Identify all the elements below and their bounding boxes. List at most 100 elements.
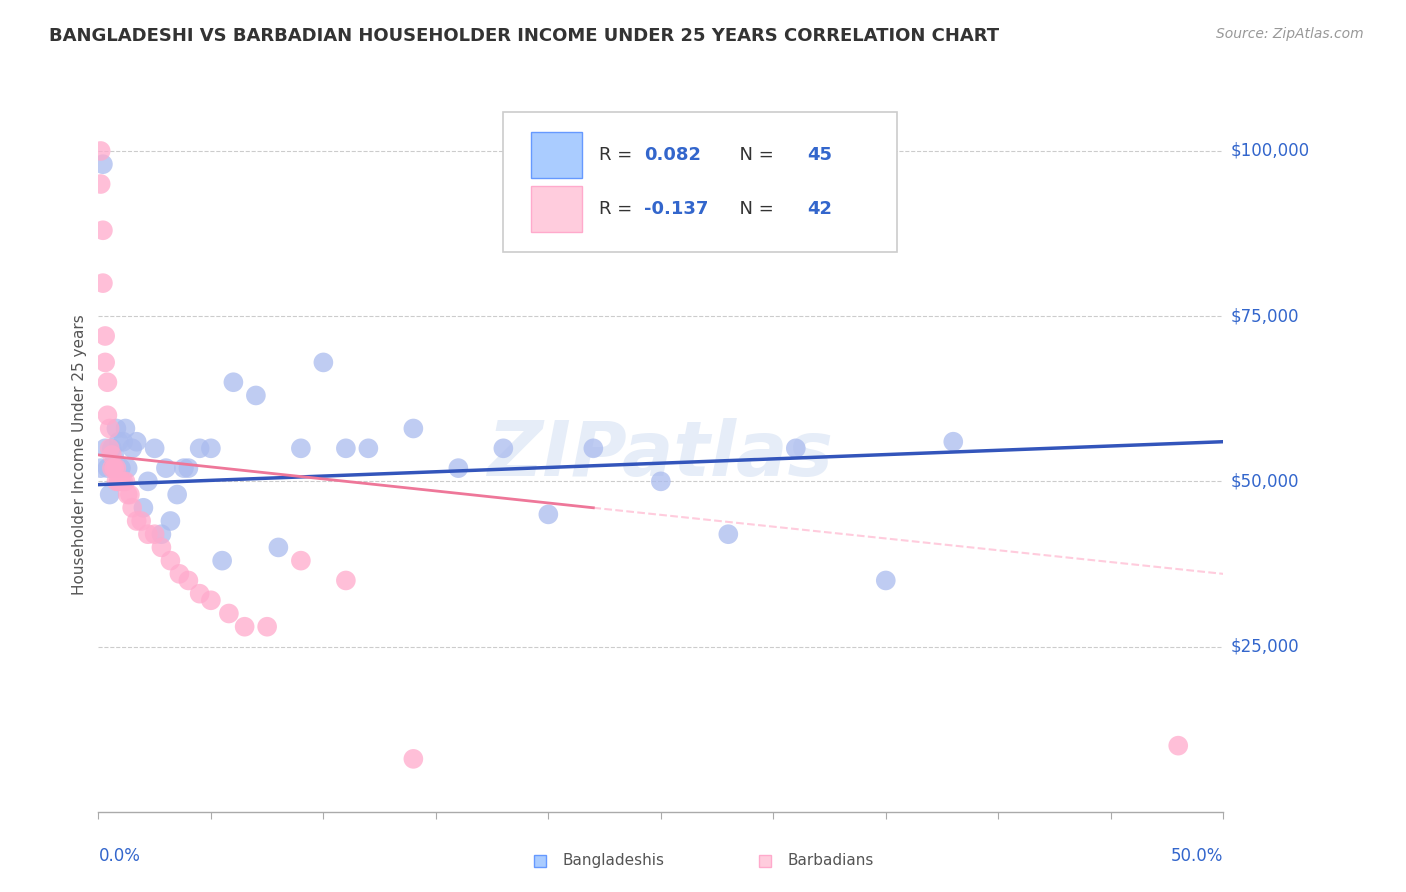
Point xyxy=(717,527,740,541)
Point xyxy=(129,514,152,528)
Point xyxy=(256,620,278,634)
Point xyxy=(875,574,897,588)
Point xyxy=(447,461,470,475)
Point xyxy=(91,157,114,171)
Point xyxy=(103,461,125,475)
Point xyxy=(177,461,200,475)
Point xyxy=(402,752,425,766)
Point xyxy=(117,461,139,475)
Point xyxy=(107,475,129,489)
Point xyxy=(143,442,166,456)
Point xyxy=(159,554,181,568)
Text: $75,000: $75,000 xyxy=(1230,307,1299,326)
Text: N =: N = xyxy=(728,146,780,164)
Point xyxy=(91,223,114,237)
Point xyxy=(114,421,136,435)
Point xyxy=(118,487,141,501)
Point xyxy=(91,276,114,290)
Point xyxy=(245,388,267,402)
Point xyxy=(582,442,605,456)
Text: 0.082: 0.082 xyxy=(644,146,702,164)
Point xyxy=(942,434,965,449)
Text: R =: R = xyxy=(599,146,638,164)
Point xyxy=(357,442,380,456)
Point xyxy=(159,514,181,528)
Point xyxy=(121,500,143,515)
Text: ZIPatlas: ZIPatlas xyxy=(488,418,834,491)
Point xyxy=(114,475,136,489)
Point xyxy=(107,434,129,449)
Point xyxy=(90,177,112,191)
Point xyxy=(136,527,159,541)
Text: 50.0%: 50.0% xyxy=(1171,847,1223,865)
Text: $25,000: $25,000 xyxy=(1230,638,1299,656)
Point xyxy=(117,487,139,501)
Text: BANGLADESHI VS BARBADIAN HOUSEHOLDER INCOME UNDER 25 YEARS CORRELATION CHART: BANGLADESHI VS BARBADIAN HOUSEHOLDER INC… xyxy=(49,27,1000,45)
Point xyxy=(218,607,240,621)
Point xyxy=(650,475,672,489)
Point xyxy=(121,442,143,456)
Text: N =: N = xyxy=(728,200,780,218)
Point xyxy=(110,461,132,475)
Point xyxy=(290,554,312,568)
Text: Bangladeshis: Bangladeshis xyxy=(562,854,665,868)
Point xyxy=(335,442,357,456)
Point xyxy=(103,448,125,462)
Point xyxy=(173,461,195,475)
Point xyxy=(188,442,211,456)
Point xyxy=(785,442,807,456)
Point xyxy=(290,442,312,456)
Text: R =: R = xyxy=(599,200,638,218)
Point xyxy=(94,355,117,369)
Point xyxy=(177,574,200,588)
Point xyxy=(267,541,290,555)
Point xyxy=(90,461,112,475)
Text: 42: 42 xyxy=(807,200,832,218)
Point xyxy=(125,434,148,449)
Point xyxy=(107,475,129,489)
Point xyxy=(169,566,191,581)
Point xyxy=(166,487,188,501)
Point xyxy=(125,514,148,528)
Point xyxy=(136,475,159,489)
Point xyxy=(1167,739,1189,753)
Point xyxy=(200,593,222,607)
Point xyxy=(222,376,245,390)
Point xyxy=(103,461,125,475)
Point xyxy=(94,329,117,343)
Point xyxy=(105,475,128,489)
Text: 0.0%: 0.0% xyxy=(98,847,141,865)
Point xyxy=(101,442,124,456)
Point xyxy=(150,541,173,555)
Text: Barbadians: Barbadians xyxy=(787,854,873,868)
FancyBboxPatch shape xyxy=(531,132,582,178)
Point xyxy=(96,376,118,390)
Point xyxy=(101,448,124,462)
Text: $50,000: $50,000 xyxy=(1230,473,1299,491)
Y-axis label: Householder Income Under 25 years: Householder Income Under 25 years xyxy=(72,315,87,595)
Point xyxy=(537,508,560,522)
Point xyxy=(96,409,118,423)
Point xyxy=(98,421,121,435)
Point xyxy=(211,554,233,568)
Point xyxy=(112,475,135,489)
Point xyxy=(155,461,177,475)
Point xyxy=(112,434,135,449)
Point xyxy=(492,442,515,456)
Text: $100,000: $100,000 xyxy=(1230,142,1309,160)
Point xyxy=(110,475,132,489)
Text: Source: ZipAtlas.com: Source: ZipAtlas.com xyxy=(1216,27,1364,41)
Point xyxy=(98,442,121,456)
Point xyxy=(103,461,125,475)
Point xyxy=(132,500,155,515)
Point xyxy=(143,527,166,541)
FancyBboxPatch shape xyxy=(531,186,582,232)
Point xyxy=(98,487,121,501)
Point xyxy=(335,574,357,588)
Point xyxy=(105,421,128,435)
Point xyxy=(233,620,256,634)
Text: -0.137: -0.137 xyxy=(644,200,709,218)
Point xyxy=(105,461,128,475)
FancyBboxPatch shape xyxy=(503,112,897,252)
Point xyxy=(312,355,335,369)
